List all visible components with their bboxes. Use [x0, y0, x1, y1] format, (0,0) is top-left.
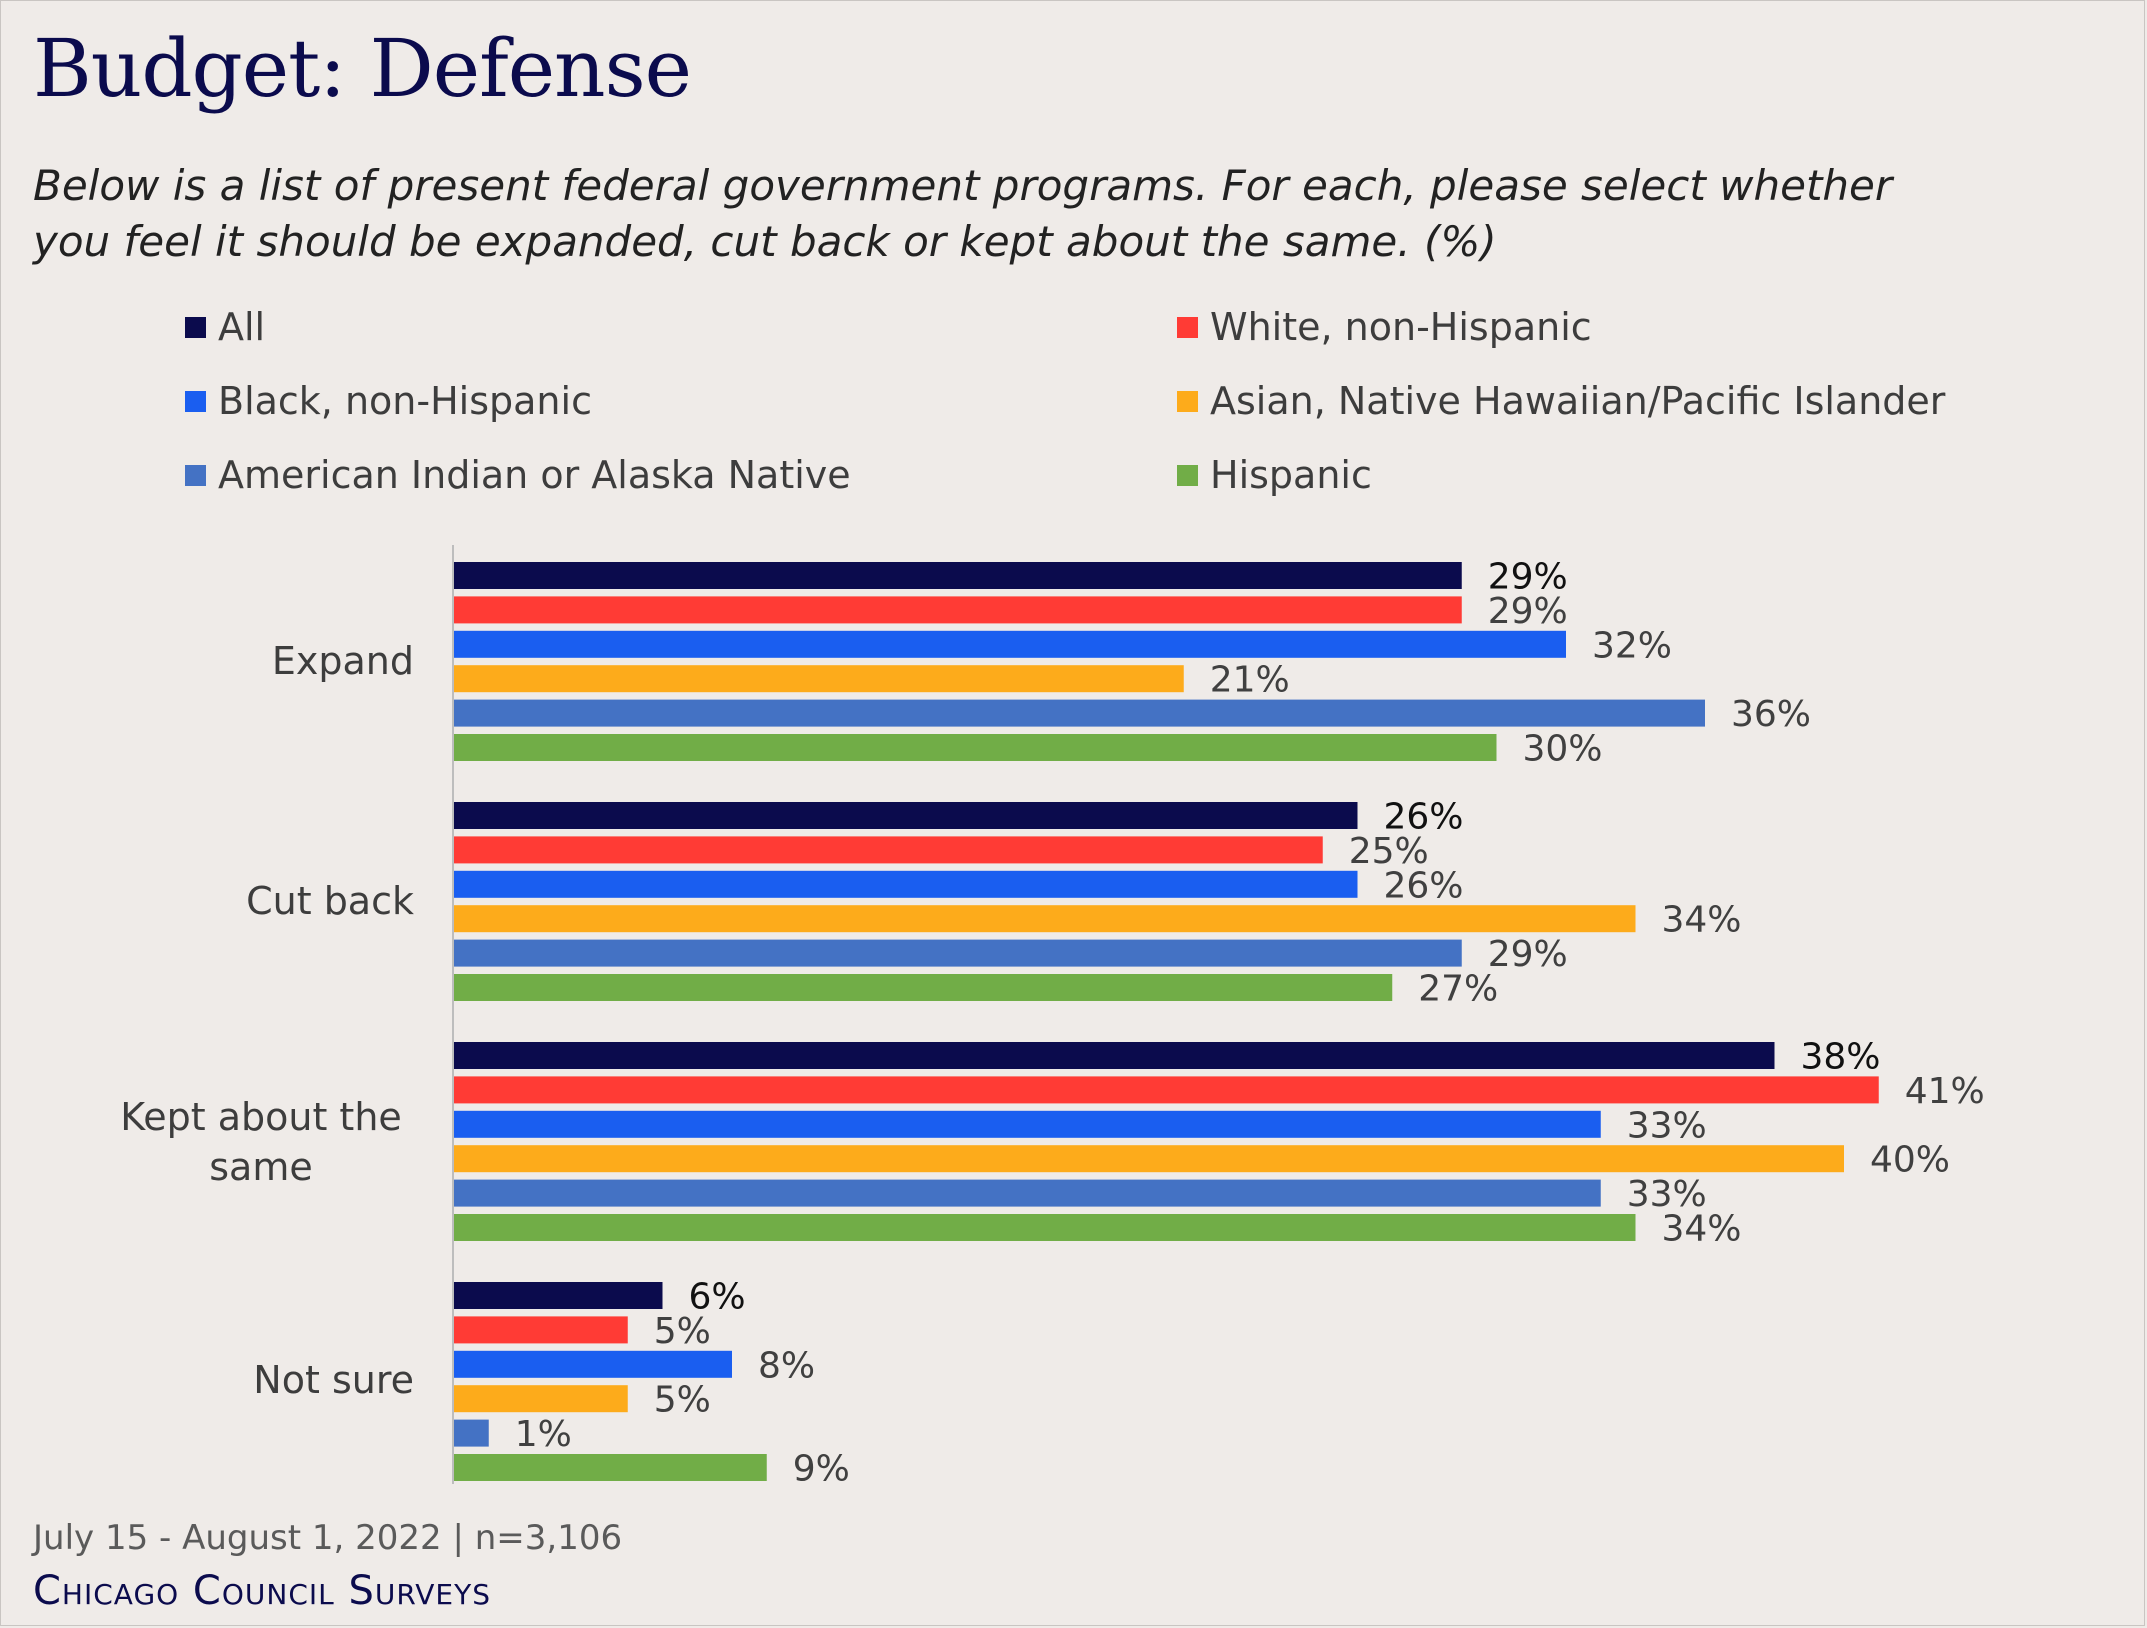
bar-kept-about-the-same-american-indian-or-alaska-native	[454, 1179, 1601, 1207]
bar-expand-hispanic	[454, 734, 1497, 761]
category-label-expand: Expand	[272, 639, 414, 683]
data-label-not-sure-all: 6%	[689, 1277, 746, 1318]
legend-swatch	[185, 316, 206, 338]
bar-not-sure-hispanic	[454, 1454, 767, 1481]
legend-item-asian-native-hawaiian-pacific-islander: Asian, Native Hawaiian/Pacific Islander	[1177, 379, 1945, 423]
legend-label: Asian, Native Hawaiian/Pacific Islander	[1210, 379, 1946, 423]
bar-cut-back-white-non-hispanic	[454, 836, 1323, 864]
bar-kept-about-the-same-black-non-hispanic	[454, 1110, 1601, 1138]
data-label-not-sure-asian-native-hawaiian-pacific-islander: 5%	[654, 1380, 711, 1421]
data-label-expand-hispanic: 30%	[1523, 729, 1603, 770]
legend-swatch	[1177, 464, 1198, 486]
legend-item-white-non-hispanic: White, non-Hispanic	[1177, 305, 1592, 349]
bar-expand-white-non-hispanic	[454, 596, 1462, 624]
bar-expand-american-indian-or-alaska-native	[454, 699, 1705, 727]
category-label-kept-about-the-same: Kept about the same	[120, 1095, 402, 1189]
data-label-not-sure-black-non-hispanic: 8%	[758, 1345, 815, 1386]
bar-not-sure-asian-native-hawaiian-pacific-islander	[454, 1385, 628, 1413]
data-label-cut-back-all: 26%	[1384, 797, 1464, 838]
brand-logo-text: Chicago Council Surveys	[33, 1568, 491, 1614]
bar-cut-back-american-indian-or-alaska-native	[454, 939, 1462, 967]
data-label-not-sure-white-non-hispanic: 5%	[654, 1311, 711, 1352]
data-label-expand-asian-native-hawaiian-pacific-islander: 21%	[1210, 660, 1290, 701]
legend-swatch	[1177, 390, 1198, 412]
data-label-kept-about-the-same-hispanic: 34%	[1662, 1209, 1742, 1250]
bar-expand-all	[454, 562, 1462, 589]
subtitle-line-2: you feel it should be expanded, cut back…	[33, 217, 1497, 266]
data-label-kept-about-the-same-american-indian-or-alaska-native: 33%	[1627, 1174, 1707, 1215]
data-label-kept-about-the-same-asian-native-hawaiian-pacific-islander: 40%	[1870, 1140, 1950, 1181]
data-label-expand-white-non-hispanic: 29%	[1488, 591, 1568, 632]
data-label-kept-about-the-same-black-non-hispanic: 33%	[1627, 1105, 1707, 1146]
legend-item-black-non-hispanic: Black, non-Hispanic	[185, 379, 592, 423]
bar-kept-about-the-same-all	[454, 1042, 1775, 1069]
bar-expand-asian-native-hawaiian-pacific-islander	[454, 665, 1184, 693]
survey-date-and-sample: July 15 - August 1, 2022 | n=3,106	[33, 1518, 623, 1558]
data-label-not-sure-hispanic: 9%	[793, 1449, 850, 1490]
legend-swatch	[185, 390, 206, 412]
data-label-cut-back-white-non-hispanic: 25%	[1349, 831, 1429, 872]
subtitle-line-1: Below is a list of present federal gover…	[33, 161, 1893, 210]
data-label-expand-american-indian-or-alaska-native: 36%	[1731, 694, 1811, 735]
bar-kept-about-the-same-white-non-hispanic	[454, 1076, 1879, 1104]
legend-swatch	[185, 464, 206, 486]
bar-cut-back-hispanic	[454, 974, 1393, 1001]
bar-cut-back-all	[454, 802, 1358, 829]
chart-subtitle: Below is a list of present federal gover…	[33, 158, 2113, 270]
bar-cut-back-asian-native-hawaiian-pacific-islander	[454, 905, 1636, 933]
bar-not-sure-black-non-hispanic	[454, 1350, 732, 1378]
bar-kept-about-the-same-asian-native-hawaiian-pacific-islander	[454, 1145, 1844, 1173]
category-label-cut-back: Cut back	[246, 879, 414, 923]
data-label-not-sure-american-indian-or-alaska-native: 1%	[515, 1414, 572, 1455]
bar-not-sure-white-non-hispanic	[454, 1316, 628, 1344]
legend-item-hispanic: Hispanic	[1177, 453, 1372, 497]
data-label-expand-all: 29%	[1488, 557, 1568, 598]
legend-item-american-indian-or-alaska-native: American Indian or Alaska Native	[185, 453, 851, 497]
bar-kept-about-the-same-hispanic	[454, 1214, 1636, 1241]
legend-label: American Indian or Alaska Native	[218, 453, 851, 497]
legend-label: All	[218, 305, 266, 349]
category-label-not-sure: Not sure	[253, 1358, 414, 1402]
bar-not-sure-all	[454, 1282, 663, 1309]
data-label-cut-back-black-non-hispanic: 26%	[1384, 865, 1464, 906]
legend-label: Hispanic	[1210, 453, 1372, 497]
bar-cut-back-black-non-hispanic	[454, 870, 1358, 898]
data-label-cut-back-asian-native-hawaiian-pacific-islander: 34%	[1662, 900, 1742, 941]
data-label-kept-about-the-same-white-non-hispanic: 41%	[1905, 1071, 1985, 1112]
legend-item-all: All	[185, 305, 265, 349]
legend-label: Black, non-Hispanic	[218, 379, 592, 423]
chart-title: Budget: Defense	[33, 22, 692, 115]
bar-expand-black-non-hispanic	[454, 630, 1566, 658]
chart-legend: All White, non-Hispanic Black, non-Hispani…	[185, 305, 2085, 525]
data-label-expand-black-non-hispanic: 32%	[1592, 625, 1672, 666]
data-label-cut-back-hispanic: 27%	[1418, 969, 1498, 1010]
data-label-kept-about-the-same-all: 38%	[1801, 1037, 1881, 1078]
data-label-cut-back-american-indian-or-alaska-native: 29%	[1488, 934, 1568, 975]
legend-label: White, non-Hispanic	[1210, 305, 1592, 349]
legend-swatch	[1177, 316, 1198, 338]
bar-not-sure-american-indian-or-alaska-native	[454, 1419, 489, 1447]
